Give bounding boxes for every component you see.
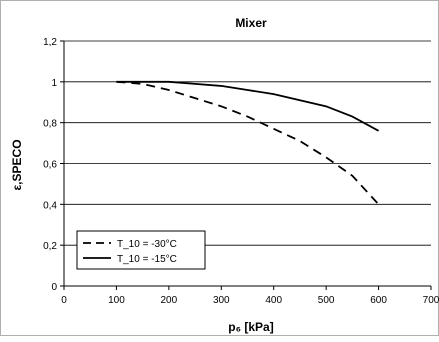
x-tick-label: 100 [108,295,125,306]
legend: T_10 = -30°C T_10 = -15°C [76,230,206,270]
series-lines [116,80,380,205]
legend-label: T_10 = -15°C [117,254,177,265]
x-tick-label: 600 [370,295,387,306]
series-line-1 [116,80,380,205]
y-tick-label: 0,4 [43,200,57,211]
x-tick-label: 200 [161,295,178,306]
grid-lines [64,40,431,246]
y-tick-label: 0,6 [43,160,57,171]
series-line-2 [116,80,380,132]
x-tick-label: 0 [61,295,67,306]
x-tick-label: 500 [318,295,335,306]
x-tick-label: 700 [423,295,439,306]
y-tick-label: 0 [51,282,57,293]
x-axis-label: p₆ [kPa] [228,320,273,334]
chart-title: Mixer [235,16,267,30]
y-axis-label: ε,SPECO [10,139,24,190]
axes [60,40,432,290]
x-tick-label: 300 [213,295,230,306]
y-tick-label: 1,2 [43,37,57,48]
tick-labels: 0 0,2 0,4 0,6 0,8 1 1,2 0 100 200 300 400 500 600 700 [43,37,439,306]
y-tick-label: 1 [51,78,57,89]
legend-label: T_10 = -30°C [117,239,177,250]
y-tick-label: 0,2 [43,241,57,252]
x-tick-label: 400 [265,295,282,306]
y-tick-label: 0,8 [43,119,57,130]
legend-box [76,230,206,270]
